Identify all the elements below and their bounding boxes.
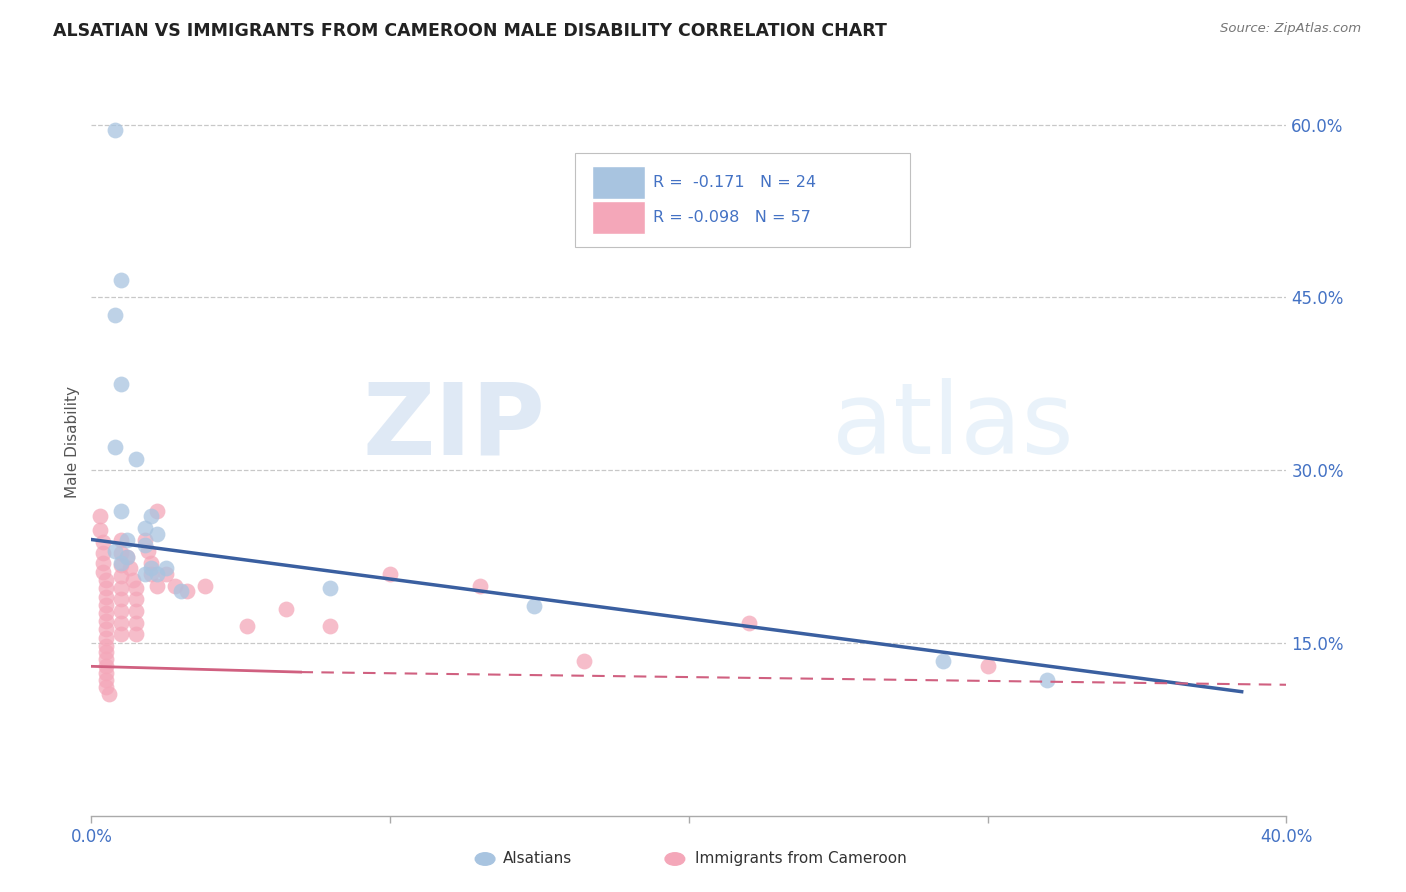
Point [110,556,132,570]
FancyBboxPatch shape [592,201,645,234]
Point [93,546,115,560]
Point [146,504,169,518]
Point [96,645,118,659]
Point [1036,673,1059,688]
Point [380,567,402,582]
Point [155,561,177,575]
Point [110,376,132,391]
Point [134,521,156,535]
Text: R =  -0.171   N = 24: R = -0.171 N = 24 [652,175,817,190]
Point [89,509,111,524]
Point [134,538,156,552]
Point [110,592,132,607]
Point [134,533,156,547]
Point [110,273,132,287]
Point [96,659,118,673]
Point [319,581,342,595]
Point [120,561,142,575]
Point [110,546,132,560]
Point [110,533,132,547]
FancyBboxPatch shape [592,166,645,199]
Point [141,567,163,582]
Point [122,573,145,587]
Point [170,584,193,599]
Point [96,607,118,621]
Point [96,623,118,637]
Point [134,567,156,582]
Point [141,561,163,575]
Text: Immigrants from Cameroon: Immigrants from Cameroon [695,852,907,866]
Point [110,558,132,572]
Point [115,533,138,547]
Point [96,631,118,645]
FancyBboxPatch shape [575,153,910,247]
Point [110,627,132,641]
Point [125,581,148,595]
Point [96,590,118,604]
Text: ALSATIAN VS IMMIGRANTS FROM CAMEROON MALE DISABILITY CORRELATION CHART: ALSATIAN VS IMMIGRANTS FROM CAMEROON MAL… [53,22,887,40]
Point [93,565,115,579]
Point [146,579,169,593]
Point [104,544,127,558]
Point [737,615,759,630]
Point [110,615,132,630]
Point [96,680,118,694]
Point [125,604,148,618]
Point [104,308,127,322]
Point [136,544,159,558]
Point [146,567,169,582]
Point [125,592,148,607]
Point [110,581,132,595]
Point [98,687,121,701]
Point [93,556,115,570]
Point [194,579,217,593]
Point [115,549,138,564]
Point [319,619,342,633]
Point [104,123,127,137]
Point [468,579,491,593]
Point [125,627,148,641]
Point [96,673,118,688]
Text: Alsatians: Alsatians [503,852,572,866]
Point [523,599,546,614]
Point [163,579,186,593]
Point [110,604,132,618]
Point [96,573,118,587]
Point [115,549,138,564]
Point [125,451,148,466]
Point [125,615,148,630]
Point [146,526,169,541]
Point [89,524,111,538]
Point [141,556,163,570]
Point [141,509,163,524]
Point [96,666,118,681]
Point [110,504,132,518]
Point [96,615,118,629]
Point [274,601,297,615]
Text: R = -0.098   N = 57: R = -0.098 N = 57 [652,210,811,225]
Point [93,534,115,549]
Point [574,654,596,668]
Text: ZIP: ZIP [363,378,546,475]
Point [96,652,118,666]
Point [235,619,259,633]
Point [932,654,955,668]
Point [155,567,177,582]
Point [104,440,127,454]
Point [96,639,118,653]
Point [96,581,118,595]
Point [976,659,998,673]
Text: Source: ZipAtlas.com: Source: ZipAtlas.com [1220,22,1361,36]
Text: atlas: atlas [832,378,1074,475]
Point [110,569,132,583]
Y-axis label: Male Disability: Male Disability [65,385,80,498]
Point [96,599,118,613]
Point [176,584,198,599]
